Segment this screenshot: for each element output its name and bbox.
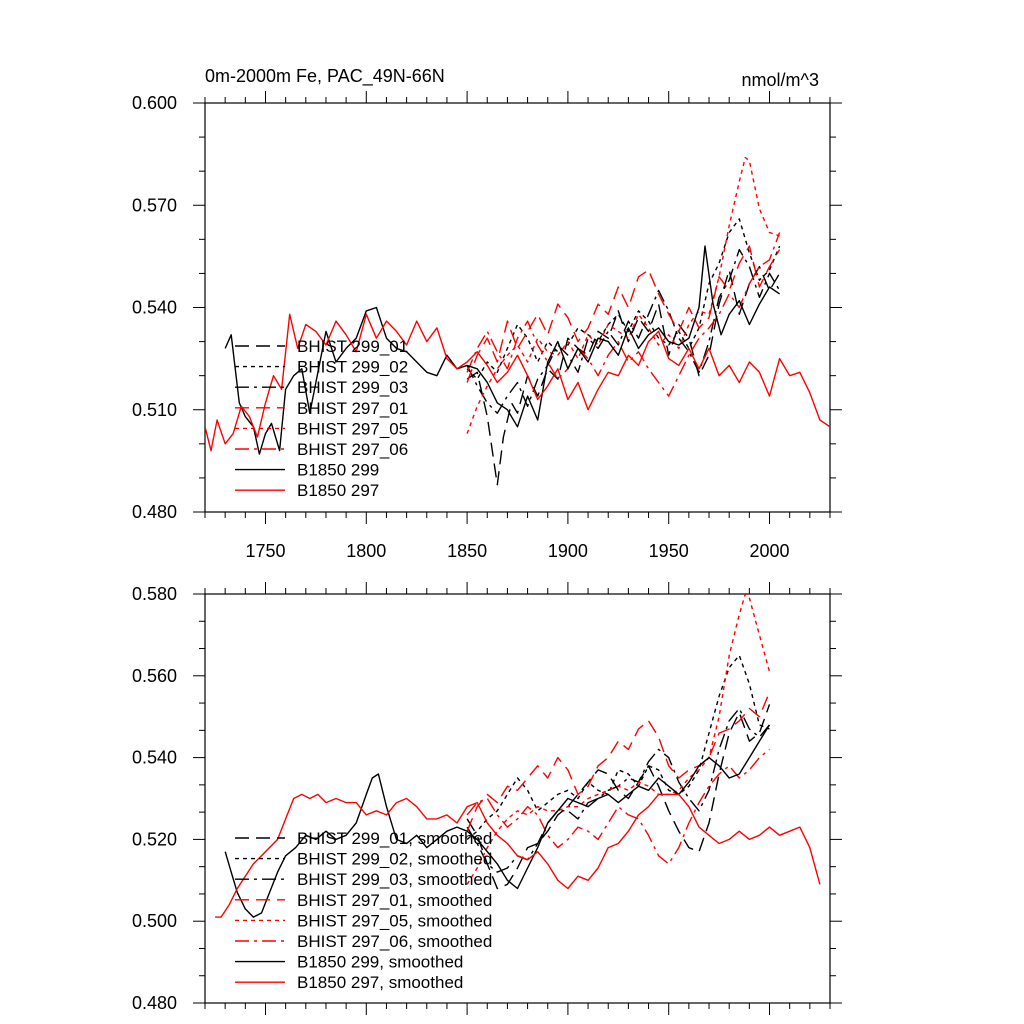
legend-label: BHIST 299_02, smoothed [297,850,492,869]
legend-label: B1850 299 [297,461,379,480]
x-tick-label: 1900 [548,541,588,561]
legend-label: BHIST 297_06, smoothed [297,932,492,951]
series-line [466,248,781,414]
legend-label: BHIST 297_01, smoothed [297,891,492,910]
legend-label: BHIST 299_03 [297,378,408,397]
legend-label: BHIST 299_01 [297,337,408,356]
x-tick-label: 1800 [346,541,386,561]
units-label: nmol/m^3 [742,70,819,90]
y-tick-label: 0.540 [132,748,177,768]
series-line [466,691,771,832]
legend-label: BHIST 297_06 [297,440,408,459]
x-tick-label: 2000 [749,541,789,561]
plot-frame [204,593,831,1004]
series-line [466,654,770,840]
series-group [205,156,830,486]
legend-label: B1850 299, smoothed [297,953,463,972]
top-panel: 1750 1800 1850 1900 1950 2000 0.480 0.510 0.540 0… [132,91,842,561]
legend-label: BHIST 299_01, smoothed [297,829,492,848]
series-line [224,724,771,918]
legend-label: BHIST 297_05 [297,419,408,438]
y-tick-label: 0.580 [132,584,177,604]
series-line [466,232,781,397]
series-line [466,265,781,486]
legend-label: B1850 297 [297,481,379,500]
series-line [205,313,830,452]
series-line [466,245,781,383]
y-tick-label: 0.560 [132,666,177,686]
series-line [224,245,780,455]
legend-label: BHIST 297_05, smoothed [297,911,492,930]
y-tick-label: 0.520 [132,829,177,849]
y-tick-label: 0.570 [132,195,177,215]
y-tick-label: 0.540 [132,298,177,318]
y-tick-label: 0.480 [132,993,177,1013]
series-line [466,594,771,885]
y-tick-label: 0.600 [132,93,177,113]
series-line [466,218,781,380]
series-line [466,704,771,890]
x-tick-label: 1750 [245,541,285,561]
bottom-panel: 0.480 0.500 0.520 0.540 0.560 0.580 BHIST 299_… [132,582,842,1015]
series-group [215,594,821,918]
legend-label: B1850 297, smoothed [297,973,463,992]
y-tick-label: 0.510 [132,400,177,420]
legend-label: BHIST 299_02 [297,358,408,377]
x-tick-label: 1850 [447,541,487,561]
x-tick-label: 1950 [649,541,689,561]
series-line [215,793,821,918]
chart-title: 0m-2000m Fe, PAC_49N-66N [205,66,445,87]
series-line [466,156,780,434]
legend-label: BHIST 297_01 [297,399,408,418]
series-line [466,748,770,865]
legend-label: BHIST 299_03, smoothed [297,870,492,889]
y-tick-label: 0.480 [132,502,177,522]
y-tick-label: 0.500 [132,911,177,931]
